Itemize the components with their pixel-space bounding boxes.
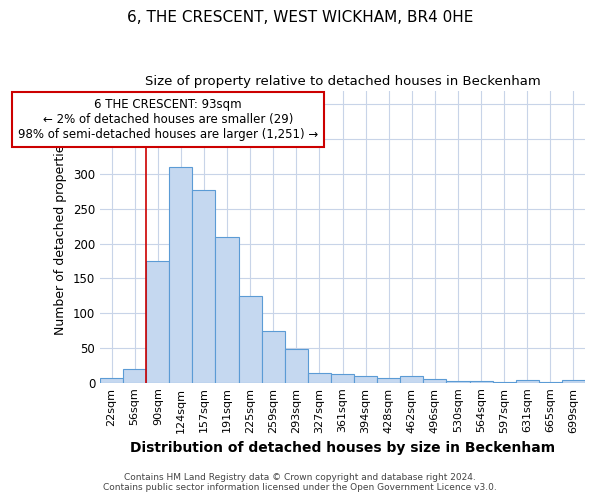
Bar: [446, 380, 470, 382]
Bar: [400, 376, 424, 382]
Bar: [377, 378, 400, 382]
X-axis label: Distribution of detached houses by size in Beckenham: Distribution of detached houses by size …: [130, 441, 555, 455]
Bar: [123, 369, 146, 382]
Bar: [215, 236, 239, 382]
Bar: [424, 379, 446, 382]
Bar: [562, 380, 585, 382]
Text: 6 THE CRESCENT: 93sqm
← 2% of detached houses are smaller (29)
98% of semi-detac: 6 THE CRESCENT: 93sqm ← 2% of detached h…: [18, 98, 318, 141]
Bar: [285, 350, 308, 382]
Bar: [146, 261, 169, 382]
Y-axis label: Number of detached properties: Number of detached properties: [55, 138, 67, 335]
Bar: [516, 380, 539, 382]
Bar: [239, 296, 262, 382]
Bar: [331, 374, 354, 382]
Bar: [308, 373, 331, 382]
Text: 6, THE CRESCENT, WEST WICKHAM, BR4 0HE: 6, THE CRESCENT, WEST WICKHAM, BR4 0HE: [127, 10, 473, 25]
Bar: [169, 167, 193, 382]
Bar: [100, 378, 123, 382]
Bar: [262, 330, 285, 382]
Bar: [354, 376, 377, 382]
Text: Contains HM Land Registry data © Crown copyright and database right 2024.
Contai: Contains HM Land Registry data © Crown c…: [103, 473, 497, 492]
Bar: [193, 190, 215, 382]
Title: Size of property relative to detached houses in Beckenham: Size of property relative to detached ho…: [145, 75, 541, 88]
